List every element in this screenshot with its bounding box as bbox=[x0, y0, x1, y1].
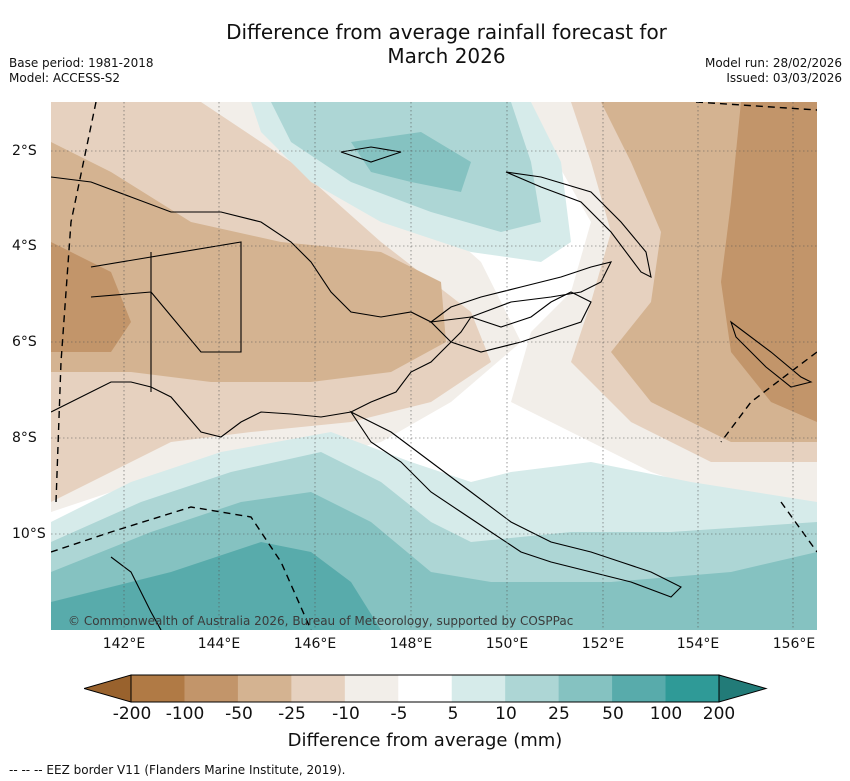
copyright-note: © Commonwealth of Australia 2026, Bureau… bbox=[68, 614, 574, 628]
colorbar bbox=[84, 674, 768, 703]
colorbar-tick-5: 5 bbox=[447, 704, 459, 724]
colorbar-cell bbox=[398, 675, 453, 702]
colorbar-tick-200: 200 bbox=[702, 704, 736, 724]
colorbar-cell bbox=[558, 675, 613, 702]
colorbar-cell bbox=[237, 675, 292, 702]
colorbar-tick-10: 10 bbox=[495, 704, 517, 724]
colorbar-tick-25: 25 bbox=[548, 704, 570, 724]
colorbar-tick-minus100: -100 bbox=[165, 704, 205, 724]
colorbar-frame bbox=[130, 674, 720, 703]
new-guinea-coastline bbox=[51, 176, 592, 438]
title-line-2: March 2026 bbox=[387, 44, 506, 68]
new-britain-coastline bbox=[429, 261, 613, 323]
png-southeast-tail bbox=[349, 410, 682, 598]
colorbar-cell bbox=[612, 675, 667, 702]
colorbar-cell bbox=[665, 675, 720, 702]
colorbar-tick-100: 100 bbox=[649, 704, 683, 724]
colorbar-tick-50: 50 bbox=[602, 704, 624, 724]
title-line-1: Difference from average rainfall forecas… bbox=[226, 20, 667, 44]
colorbar-tick-minus10: -10 bbox=[332, 704, 360, 724]
colorbar-tick-minus25: -25 bbox=[278, 704, 306, 724]
colorbar-cell bbox=[291, 675, 346, 702]
colorbar-cell bbox=[344, 675, 399, 702]
border-lines bbox=[90, 241, 242, 392]
eez-border-east bbox=[695, 102, 817, 443]
coastlines bbox=[51, 146, 813, 630]
lon-label-148: 148°E bbox=[389, 636, 433, 652]
solomon-coastline bbox=[729, 320, 813, 388]
colorbar-cells bbox=[84, 674, 768, 703]
dry-zone-50-west bbox=[51, 142, 446, 382]
lon-label-146: 146°E bbox=[293, 636, 337, 652]
eez-border-west bbox=[55, 102, 97, 503]
lat-label-2s: 2°S bbox=[12, 143, 37, 159]
colorbar-extend-low bbox=[84, 674, 132, 703]
colorbar-label: Difference from average (mm) bbox=[287, 730, 563, 751]
colorbar-cell bbox=[184, 675, 239, 702]
lon-label-156: 156°E bbox=[772, 636, 816, 652]
issue-date: Issued: 03/03/2026 bbox=[726, 71, 842, 85]
lon-label-154: 154°E bbox=[676, 636, 720, 652]
eez-border-southeast bbox=[780, 501, 817, 553]
lon-label-152: 152°E bbox=[581, 636, 625, 652]
meta-right: Model run: 28/02/2026 Issued: 03/03/2026 bbox=[705, 56, 842, 86]
graticule bbox=[51, 102, 817, 630]
base-period: Base period: 1981-2018 bbox=[9, 56, 154, 70]
model-run: Model run: 28/02/2026 bbox=[704, 56, 842, 70]
meta-left: Base period: 1981-2018 Model: ACCESS-S2 bbox=[9, 56, 154, 86]
lat-label-8s: 8°S bbox=[12, 430, 37, 446]
colorbar-tick-minus50: -50 bbox=[225, 704, 253, 724]
colorbar-tick-minus200: -200 bbox=[112, 704, 152, 724]
map-title: Difference from average rainfall forecas… bbox=[0, 20, 850, 68]
lon-label-144: 144°E bbox=[197, 636, 241, 652]
manus-coastline bbox=[340, 146, 402, 163]
eez-border-south bbox=[51, 506, 312, 630]
eez-legend-note: -- -- -- EEZ border V11 (Flanders Marine… bbox=[9, 763, 346, 777]
lat-label-4s: 4°S bbox=[12, 238, 37, 254]
colorbar-tick-minus5: -5 bbox=[390, 704, 408, 724]
new-ireland-coastline bbox=[505, 171, 652, 278]
colorbar-extend-high bbox=[718, 674, 768, 703]
colorbar-cell bbox=[451, 675, 506, 702]
lon-label-142: 142°E bbox=[102, 636, 146, 652]
wet-zone-50-south bbox=[51, 542, 381, 630]
lat-label-10s: 10°S bbox=[12, 526, 46, 542]
colorbar-cell bbox=[131, 675, 185, 702]
rainfall-anomaly-map bbox=[51, 102, 817, 630]
lon-label-150: 150°E bbox=[485, 636, 529, 652]
eez-borders bbox=[51, 102, 817, 630]
cape-york-coastline bbox=[110, 556, 162, 630]
model-name: Model: ACCESS-S2 bbox=[9, 71, 121, 85]
colorbar-cell bbox=[505, 675, 560, 702]
lat-label-6s: 6°S bbox=[12, 334, 37, 350]
